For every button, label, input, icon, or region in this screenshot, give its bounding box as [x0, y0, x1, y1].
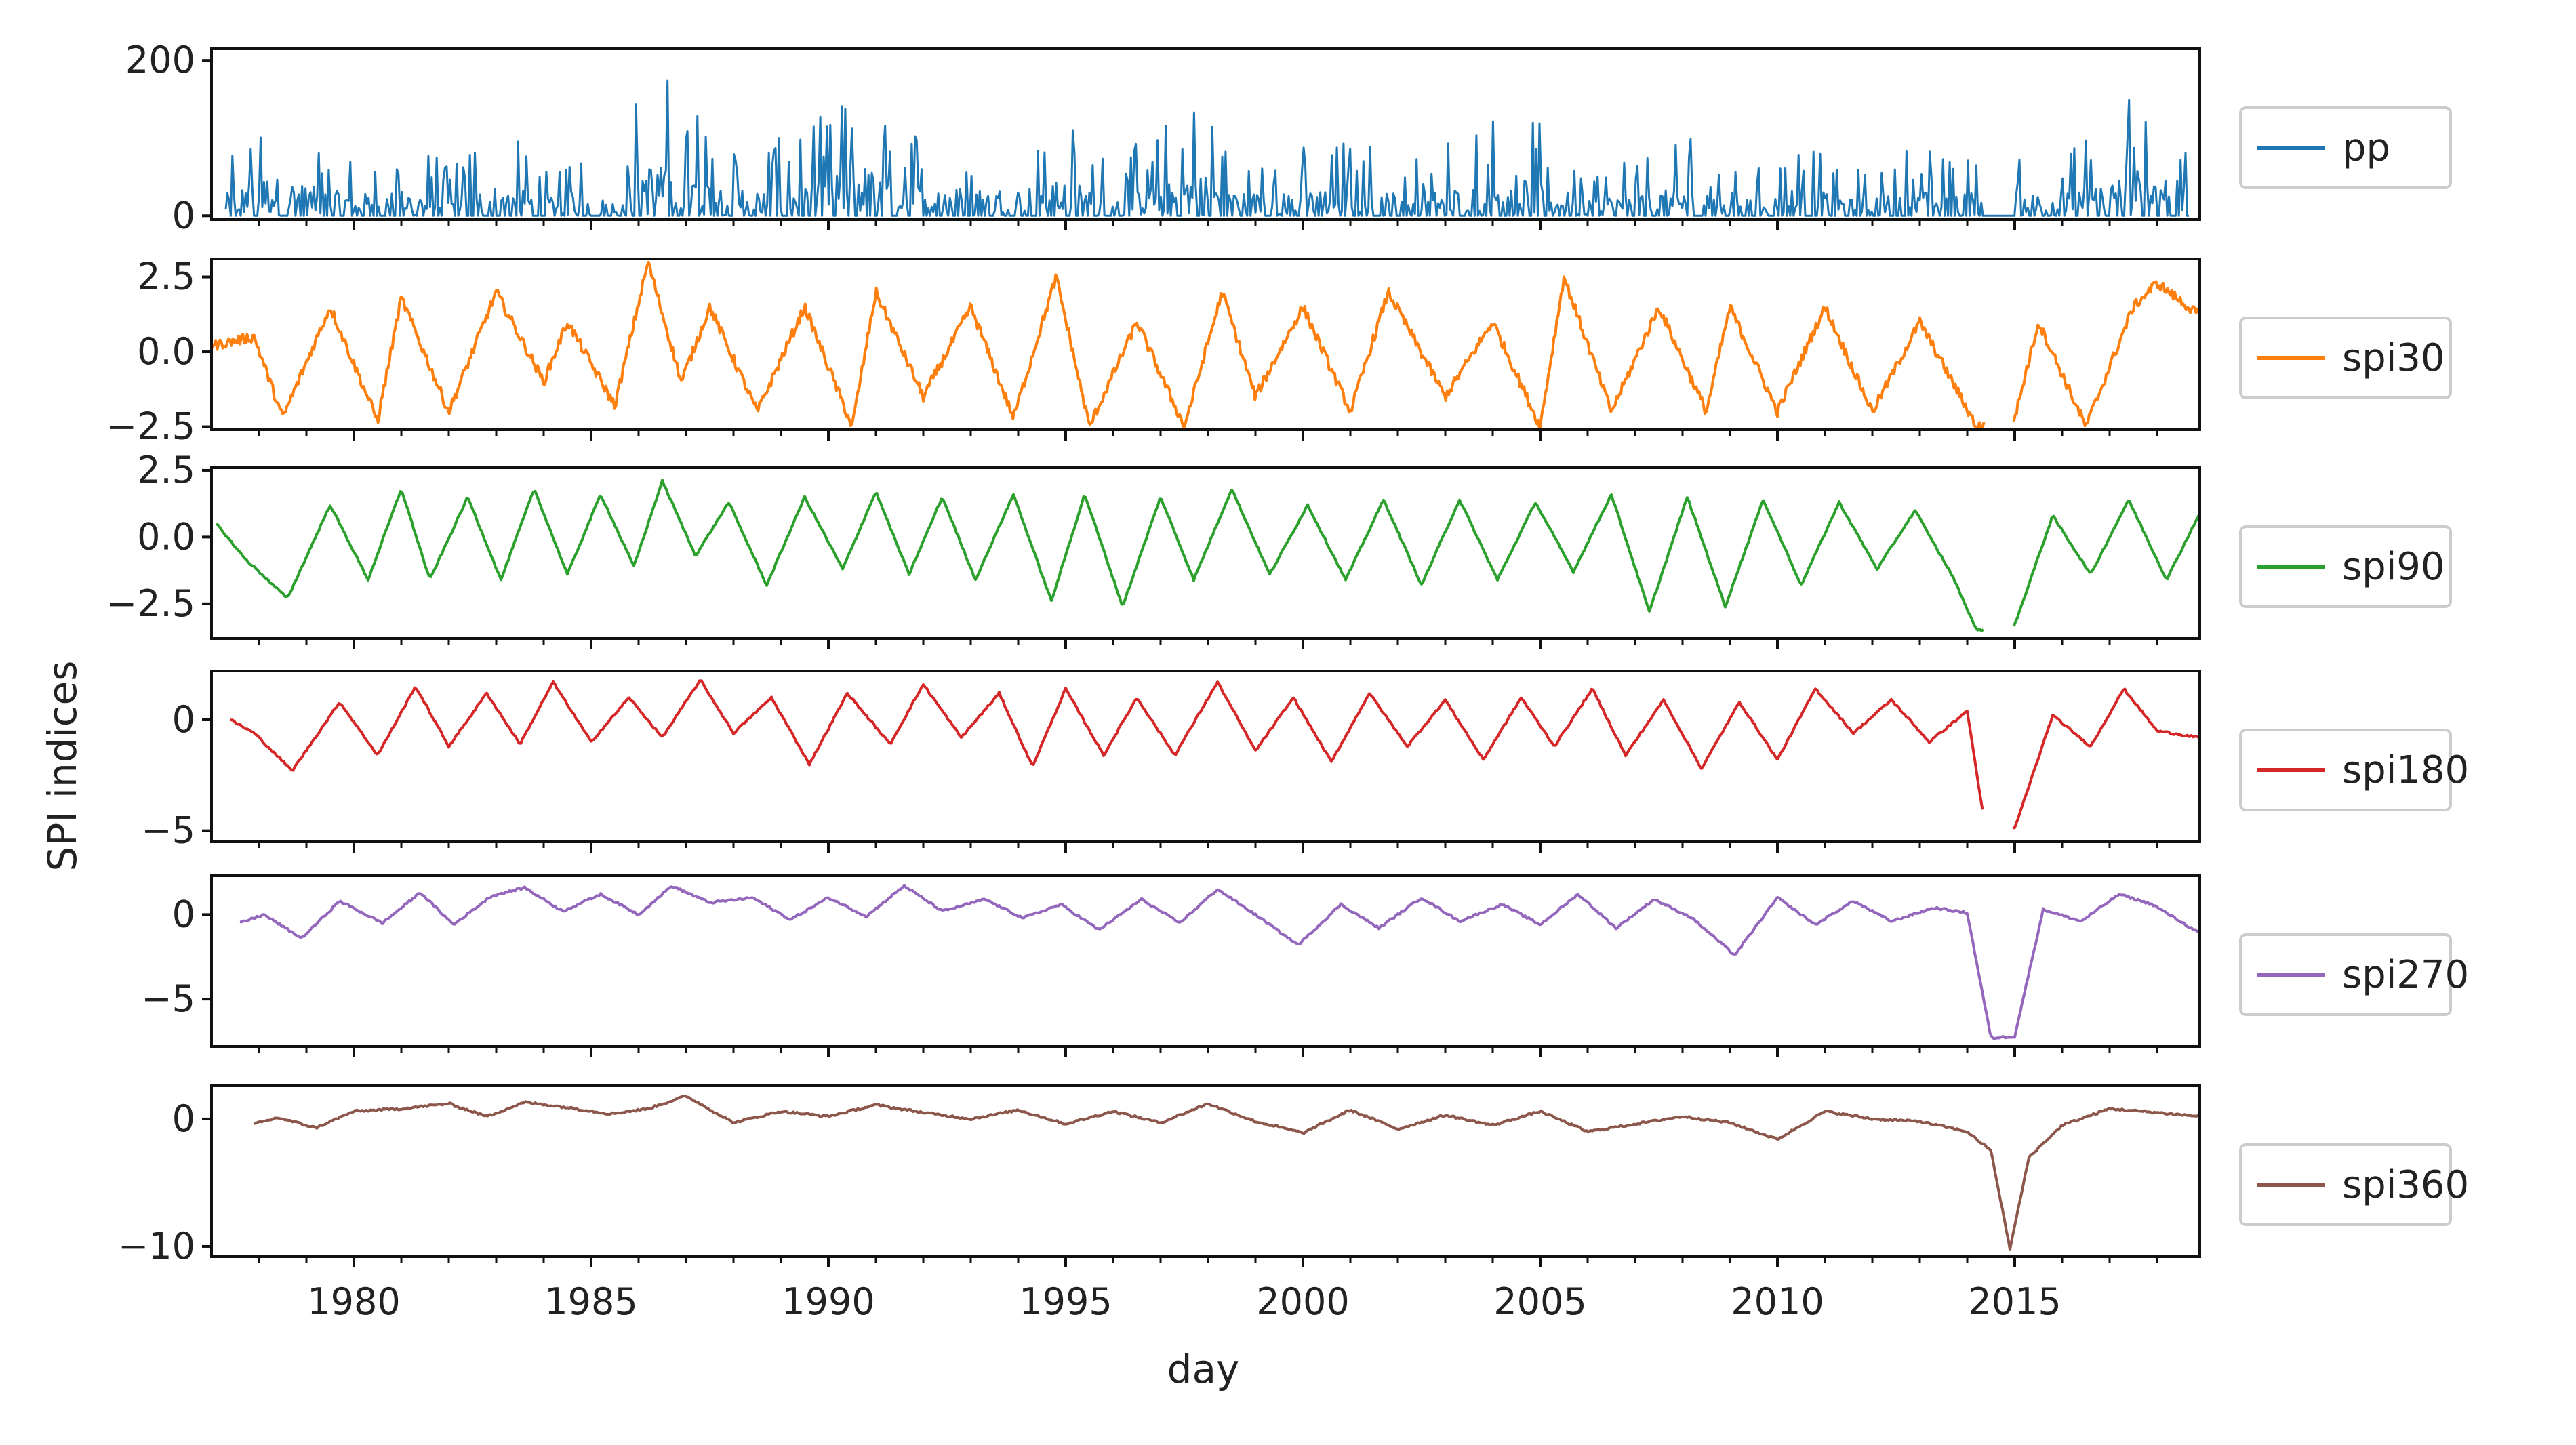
panel-frame [210, 47, 2201, 221]
y-tick-label: 0.0 [137, 330, 195, 373]
series-line-spi90 [215, 479, 2201, 632]
panel-pp: 0 200 pp [125, 39, 2452, 237]
series-line-spi30 [210, 260, 2200, 432]
y-tick-label: −5 [141, 809, 195, 852]
panel-frame [210, 670, 2201, 843]
panel-spi270: −5 0 spi270 [141, 874, 2469, 1057]
y-tick-label: 0 [172, 194, 195, 237]
legend-label: pp [2342, 126, 2390, 170]
x-tick-label: 1980 [307, 1280, 400, 1323]
x-tick-label: 1985 [544, 1280, 637, 1323]
legend-spi360: spi360 [2239, 1143, 2469, 1226]
panel-frame [210, 258, 2201, 431]
legend-spi90: spi90 [2239, 525, 2452, 608]
panel-spi30: −2.5 0.0 2.5 spi30 [106, 256, 2452, 448]
legend-spi180: spi180 [2239, 729, 2469, 811]
legend-label: spi180 [2342, 748, 2469, 792]
y-tick-label: −2.5 [106, 582, 195, 625]
y-tick-label: 0 [172, 893, 195, 935]
x-tick-label: 2010 [1731, 1280, 1824, 1323]
x-tick-label: 1990 [782, 1280, 874, 1323]
y-axis-label: SPI indices [39, 661, 85, 872]
panel-frame [210, 874, 2201, 1048]
legend-spi270: spi270 [2239, 933, 2469, 1016]
x-tick-label: 2000 [1256, 1280, 1349, 1323]
panel-frame [210, 466, 2201, 640]
series-line-spi180 [230, 679, 2200, 830]
legend-label: spi270 [2342, 953, 2469, 997]
legend-frame [2239, 1143, 2452, 1226]
y-tick-label: 0.0 [137, 515, 195, 558]
legend-spi30: spi30 [2239, 317, 2452, 399]
legend-label: spi30 [2342, 336, 2445, 380]
x-tick-label: 1995 [1019, 1280, 1112, 1323]
legend-label: spi360 [2342, 1163, 2469, 1207]
x-tick-label: 2005 [1493, 1280, 1586, 1323]
y-tick-label: 0 [172, 698, 195, 741]
legend-frame [2239, 525, 2452, 608]
y-tick-label: 2.5 [137, 449, 195, 491]
y-tick-label: −5 [141, 977, 195, 1020]
panel-spi180: −5 0 spi180 [141, 670, 2469, 853]
series-line-spi360 [254, 1094, 2200, 1251]
series-line-pp [224, 79, 2189, 217]
y-tick-label: −2.5 [106, 405, 195, 448]
legend-frame [2239, 933, 2452, 1016]
legend-frame [2239, 317, 2452, 399]
legend-frame [2239, 729, 2452, 811]
panel-frame [210, 1084, 2201, 1258]
y-tick-label: 0 [172, 1097, 195, 1140]
x-tick-label: 2015 [1968, 1280, 2061, 1323]
legend-label: spi90 [2342, 545, 2445, 589]
y-tick-label: 200 [125, 39, 195, 81]
series-line-spi270 [239, 884, 2200, 1040]
y-tick-label: −10 [118, 1225, 195, 1267]
panel-spi90: −2.5 0.0 2.5 spi90 [106, 449, 2452, 649]
panel-spi360: −10 0 spi360 [118, 1084, 2469, 1267]
legend-frame [2239, 106, 2452, 189]
legend-pp: pp [2239, 106, 2452, 189]
y-tick-label: 2.5 [137, 256, 195, 298]
x-axis-label: day [1167, 1346, 1240, 1392]
